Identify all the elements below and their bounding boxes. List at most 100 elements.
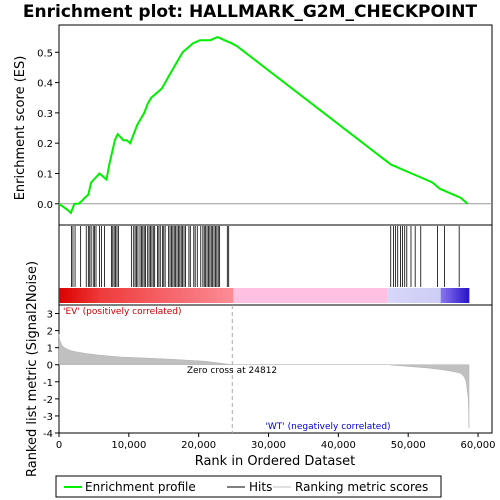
heat-segment [333, 288, 337, 303]
heat-segment [82, 288, 86, 303]
es-y-tick-label: 0.3 [37, 109, 53, 120]
heat-segment [425, 288, 429, 303]
heat-segment [143, 288, 147, 303]
heat-segment [371, 288, 375, 303]
heat-segment [281, 288, 285, 303]
heat-segment [164, 288, 168, 303]
heat-segment [71, 288, 75, 303]
heat-segment [194, 288, 198, 303]
es-y-tick-label: 0.1 [37, 169, 53, 180]
heat-segment [330, 288, 334, 303]
heat-segment [461, 288, 465, 303]
heat-segment [222, 288, 226, 303]
rank-panel-frame [58, 304, 493, 434]
heat-segment [89, 288, 93, 303]
legend: Enrichment profile Hits Ranking metric s… [55, 475, 442, 498]
heat-segment [287, 288, 290, 303]
heat-segment [435, 288, 439, 303]
heat-segment [289, 288, 293, 303]
heat-segment [189, 288, 193, 303]
heat-segment [379, 288, 383, 303]
heat-segment [192, 288, 196, 303]
es-profile-line [58, 36, 469, 215]
heat-segment [199, 288, 203, 303]
heat-segment [176, 288, 180, 303]
heat-segment [358, 288, 362, 303]
es-panel-frame [58, 24, 493, 226]
heat-segment [133, 288, 137, 303]
heat-segment [279, 288, 283, 303]
heat-segment [102, 288, 106, 303]
heat-segment [69, 288, 73, 303]
heat-segment [389, 288, 393, 303]
heat-segment [76, 288, 80, 303]
heat-segment [366, 288, 370, 303]
heat-segment [412, 288, 416, 303]
rank-y-tick-label: -2 [43, 395, 53, 406]
heat-segment [356, 288, 360, 303]
heat-segment [315, 288, 319, 303]
heat-segment [158, 288, 162, 303]
heat-segment [181, 288, 185, 303]
heat-segment [130, 288, 134, 303]
heat-segment [117, 288, 121, 303]
heat-segment [322, 288, 326, 303]
rank-x-axis: 0 10,000 20,000 30,000 40,000 50,000 60,000 [56, 433, 496, 451]
heat-segment [215, 288, 219, 303]
heat-segment [422, 288, 426, 303]
es-panel: 0.0 0.1 0.2 0.3 0.4 0.5 Enrichment score (ES) [13, 24, 493, 226]
heat-segment [317, 288, 321, 303]
legend-box [55, 475, 442, 498]
heat-segment [399, 288, 403, 303]
rank-x-tick-label: 60,000 [461, 440, 496, 451]
rank-y-tick-label: 3 [47, 310, 53, 321]
heat-segment [217, 288, 221, 303]
positive-correlation-label: 'EV' (positively correlated) [63, 307, 182, 317]
heat-segment [228, 288, 232, 303]
heat-segment [404, 288, 408, 303]
heat-segment [107, 288, 111, 303]
chart-title: Enrichment plot: HALLMARK_G2M_CHECKPOINT [23, 2, 478, 22]
heat-segment [210, 288, 214, 303]
heat-segment [79, 288, 83, 303]
heat-segment [105, 288, 109, 303]
heat-segment [433, 288, 437, 303]
heat-segment [274, 288, 278, 303]
heat-segment [251, 288, 255, 303]
heat-segment [128, 288, 132, 303]
heat-segment [325, 288, 329, 303]
heat-segment [207, 288, 211, 303]
rank-y-axis-label: Ranked list metric (Signal2Noise) [25, 261, 40, 477]
rank-x-tick-label: 20,000 [181, 440, 216, 451]
heat-segment [451, 288, 454, 303]
heat-segment [99, 288, 103, 303]
heat-segment [135, 288, 139, 303]
es-y-tick-label: 0.2 [37, 139, 53, 150]
heat-segment [112, 288, 116, 303]
rank-panel: -4 -3 -2 -1 0 1 2 3 0 10,000 20,000 30,000 40,000 50… [25, 261, 496, 477]
rank-x-tick-label: 50,000 [391, 440, 426, 451]
es-y-tick-label: 0.0 [37, 200, 53, 211]
heat-segment [138, 288, 142, 303]
heat-segment [438, 288, 442, 303]
heat-segment [448, 288, 452, 303]
heat-segment [205, 288, 209, 303]
heat-segment [351, 288, 355, 303]
heat-segment [174, 288, 178, 303]
rank-x-tick-label: 40,000 [321, 440, 356, 451]
rank-y-tick-label: -3 [43, 412, 53, 423]
negative-correlation-label: 'WT' (negatively correlated) [265, 422, 390, 432]
heat-segment [258, 288, 262, 303]
heat-segment [179, 288, 183, 303]
heat-segment [304, 288, 308, 303]
rank-x-tick-label: 0 [56, 440, 62, 451]
heat-segment [353, 288, 357, 303]
heat-segment [94, 288, 98, 303]
heat-segment [407, 288, 411, 303]
heat-segment [310, 288, 314, 303]
heat-segment [297, 288, 301, 303]
heat-segment [345, 288, 349, 303]
legend-label-enrichment: Enrichment profile [85, 480, 196, 494]
heat-segment [92, 288, 96, 303]
heat-segment [440, 288, 444, 303]
